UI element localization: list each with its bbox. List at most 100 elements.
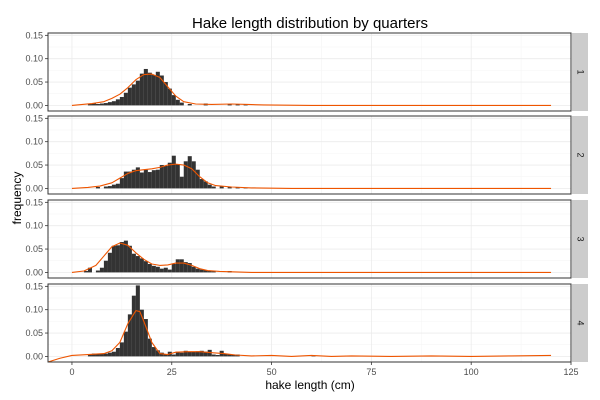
histogram-bar	[135, 167, 140, 189]
histogram-bar	[183, 161, 188, 189]
histogram-bar	[99, 267, 104, 273]
x-tick-label: 0	[69, 367, 74, 377]
x-tick-label: 100	[464, 367, 479, 377]
y-tick-label: 0.10	[25, 54, 43, 64]
histogram-bar	[151, 347, 156, 357]
histogram-bar	[227, 354, 232, 357]
histogram-bar	[203, 181, 208, 189]
panel-border	[47, 199, 572, 279]
histogram-bar	[91, 103, 96, 106]
y-tick-label: 0.05	[25, 77, 43, 87]
histogram-bar	[87, 103, 92, 106]
histogram-bar	[175, 259, 180, 273]
histogram-bar	[171, 354, 176, 357]
histogram-bar	[155, 71, 160, 106]
histogram-bar	[187, 263, 192, 273]
histogram-bar	[111, 184, 116, 189]
histogram-bar	[187, 351, 192, 357]
panel-1: 0.00 0.05 0.10 0.15 1	[25, 30, 588, 112]
histogram-bar	[135, 256, 140, 273]
y-tick-label: 0.15	[25, 281, 43, 291]
histogram-bar	[167, 269, 172, 273]
histogram-bar	[139, 258, 144, 273]
histogram-bar	[151, 265, 156, 273]
histogram-bar	[175, 164, 180, 189]
histogram-bar	[203, 270, 208, 273]
histogram-bar	[119, 242, 124, 273]
x-tick-label: 50	[267, 367, 277, 377]
histogram-bar	[103, 260, 108, 273]
histogram-bar	[139, 309, 144, 357]
histogram-bar	[171, 155, 176, 189]
histogram-bar	[191, 266, 196, 273]
histogram-bar	[119, 342, 124, 357]
histogram-bar	[107, 352, 112, 357]
histogram-bar	[171, 263, 176, 273]
histogram-bar	[175, 99, 180, 106]
chart-title: Hake length distribution by quarters	[192, 15, 428, 32]
histogram-bar	[131, 253, 136, 273]
histogram-bar	[187, 156, 192, 189]
histogram-bar	[103, 353, 108, 357]
histogram-bar	[95, 270, 100, 273]
histogram-bar	[183, 350, 188, 357]
histogram-bar	[143, 169, 148, 189]
histogram-bar	[127, 245, 132, 273]
histogram-bar	[227, 104, 232, 106]
histogram-bar	[207, 349, 212, 357]
facet-strip-label: 3	[576, 236, 586, 241]
histogram-bar	[103, 186, 108, 189]
histogram-bar	[195, 169, 200, 189]
histogram-bar	[207, 184, 212, 189]
histogram-bar	[207, 270, 212, 273]
facet-strip	[572, 116, 588, 194]
histogram-bar	[107, 102, 112, 106]
histogram-bar	[223, 353, 228, 357]
histogram-bar	[139, 73, 144, 106]
y-tick-label: 0.05	[25, 160, 43, 170]
histogram-bar	[199, 269, 204, 273]
y-tick-label: 0.10	[25, 221, 43, 231]
histogram-bar	[203, 351, 208, 357]
histogram-bar	[175, 351, 180, 357]
histogram-bar	[95, 186, 100, 189]
histogram-bar	[159, 165, 164, 189]
histogram-bar	[119, 96, 124, 106]
histogram-bar	[147, 72, 152, 106]
x-axis-title: hake length (cm)	[265, 378, 354, 392]
histogram-bar	[191, 351, 196, 357]
histogram-bar	[99, 103, 104, 106]
histogram-bar	[131, 169, 136, 189]
histogram-bar	[163, 165, 168, 189]
histogram-bar	[195, 351, 200, 357]
histogram-bar	[143, 68, 148, 106]
y-tick-label: 0.05	[25, 328, 43, 338]
density-curve	[71, 73, 552, 106]
histogram-bar	[179, 259, 184, 273]
histogram-bar	[127, 314, 132, 357]
panel-border	[47, 115, 572, 195]
histogram-bar	[111, 351, 116, 357]
histogram-bar	[199, 179, 204, 189]
histogram-bar	[111, 245, 116, 273]
histogram-bar	[127, 171, 132, 189]
histogram-bar	[155, 169, 160, 189]
histogram-bar	[131, 84, 136, 106]
histogram-bar	[119, 178, 124, 189]
histogram-bar	[231, 354, 236, 357]
y-tick-label: 0.15	[25, 30, 43, 40]
y-tick-label: 0.00	[25, 267, 43, 277]
histogram-bar	[159, 268, 164, 273]
panel-border	[47, 283, 572, 363]
histogram-bar	[115, 245, 120, 273]
histogram-bar	[111, 101, 116, 106]
facet-strip	[572, 33, 588, 111]
histogram-bar	[95, 353, 100, 357]
x-tick-label: 125	[563, 367, 578, 377]
y-tick-label: 0.15	[25, 197, 43, 207]
histogram-bar	[95, 103, 100, 106]
histogram-bar	[179, 176, 184, 189]
histogram-bar	[107, 252, 112, 273]
histogram-bar	[151, 75, 156, 106]
